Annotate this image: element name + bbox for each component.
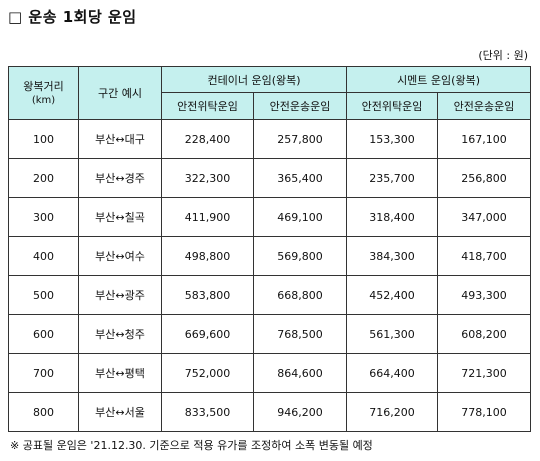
cell-container-transport: 668,800 xyxy=(252,275,348,315)
header-container-consign: 안전위탁운임 xyxy=(161,92,254,120)
header-container-transport: 안전운송운임 xyxy=(252,92,348,120)
cell-cement-transport: 493,300 xyxy=(437,275,532,315)
header-distance-unit: (km) xyxy=(31,94,56,106)
cell-distance: 400 xyxy=(8,236,79,276)
cell-cement-consign: 716,200 xyxy=(346,392,439,432)
cell-route: 부산↔칠곡 xyxy=(78,197,162,237)
table-row: 100 부산↔대구 228,400 257,800 153,300 167,100 xyxy=(8,119,532,159)
header-cement-transport: 안전운송운임 xyxy=(437,92,532,120)
cell-cement-transport: 721,300 xyxy=(437,353,532,393)
header-route: 구간 예시 xyxy=(78,66,162,120)
page-title: □ 운송 1회당 운임 xyxy=(8,8,137,26)
freight-rate-table: 왕복거리 (km) 구간 예시 컨테이너 운임(왕복) 시멘트 운임(왕복) 안… xyxy=(8,66,532,432)
cell-distance: 600 xyxy=(8,314,79,354)
cell-route: 부산↔광주 xyxy=(78,275,162,315)
cell-cement-transport: 418,700 xyxy=(437,236,532,276)
table-row: 200 부산↔경주 322,300 365,400 235,700 256,800 xyxy=(8,158,532,198)
header-distance: 왕복거리 (km) xyxy=(8,66,79,120)
cell-container-consign: 498,800 xyxy=(161,236,254,276)
cell-container-transport: 864,600 xyxy=(252,353,348,393)
cell-route: 부산↔청주 xyxy=(78,314,162,354)
header-cement-consign: 안전위탁운임 xyxy=(346,92,439,120)
cell-cement-consign: 561,300 xyxy=(346,314,439,354)
cell-cement-transport: 256,800 xyxy=(437,158,532,198)
unit-note: (단위 : 원) xyxy=(478,49,528,62)
cell-distance: 100 xyxy=(8,119,79,159)
cell-cement-consign: 153,300 xyxy=(346,119,439,159)
cell-container-consign: 752,000 xyxy=(161,353,254,393)
table-row: 700 부산↔평택 752,000 864,600 664,400 721,300 xyxy=(8,353,532,393)
cell-route: 부산↔대구 xyxy=(78,119,162,159)
cell-cement-consign: 235,700 xyxy=(346,158,439,198)
cell-route: 부산↔여수 xyxy=(78,236,162,276)
cell-route: 부산↔서울 xyxy=(78,392,162,432)
cell-cement-consign: 318,400 xyxy=(346,197,439,237)
cell-distance: 700 xyxy=(8,353,79,393)
cell-distance: 500 xyxy=(8,275,79,315)
table-row: 400 부산↔여수 498,800 569,800 384,300 418,700 xyxy=(8,236,532,276)
header-group-cement: 시멘트 운임(왕복) xyxy=(346,66,532,93)
cell-cement-transport: 778,100 xyxy=(437,392,532,432)
cell-cement-transport: 167,100 xyxy=(437,119,532,159)
cell-container-consign: 669,600 xyxy=(161,314,254,354)
cell-route: 부산↔경주 xyxy=(78,158,162,198)
cell-cement-transport: 347,000 xyxy=(437,197,532,237)
cell-container-consign: 833,500 xyxy=(161,392,254,432)
cell-container-transport: 768,500 xyxy=(252,314,348,354)
cell-distance: 800 xyxy=(8,392,79,432)
footnote: ※ 공표될 운임은 '21.12.30. 기준으로 적용 유가를 조정하여 소폭… xyxy=(10,439,373,452)
cell-distance: 300 xyxy=(8,197,79,237)
cell-container-transport: 257,800 xyxy=(252,119,348,159)
cell-cement-consign: 384,300 xyxy=(346,236,439,276)
cell-container-consign: 583,800 xyxy=(161,275,254,315)
cell-container-transport: 946,200 xyxy=(252,392,348,432)
cell-container-transport: 469,100 xyxy=(252,197,348,237)
cell-container-transport: 569,800 xyxy=(252,236,348,276)
cell-cement-transport: 608,200 xyxy=(437,314,532,354)
header-group-container: 컨테이너 운임(왕복) xyxy=(160,66,348,93)
header-distance-label: 왕복거리 xyxy=(23,79,64,93)
cell-container-consign: 411,900 xyxy=(161,197,254,237)
table-row: 300 부산↔칠곡 411,900 469,100 318,400 347,000 xyxy=(8,197,532,237)
cell-route: 부산↔평택 xyxy=(78,353,162,393)
cell-distance: 200 xyxy=(8,158,79,198)
table-row: 500 부산↔광주 583,800 668,800 452,400 493,300 xyxy=(8,275,532,315)
cell-container-consign: 228,400 xyxy=(161,119,254,159)
cell-container-transport: 365,400 xyxy=(252,158,348,198)
cell-cement-consign: 452,400 xyxy=(346,275,439,315)
table-row: 600 부산↔청주 669,600 768,500 561,300 608,200 xyxy=(8,314,532,354)
table-row: 800 부산↔서울 833,500 946,200 716,200 778,100 xyxy=(8,392,532,432)
cell-container-consign: 322,300 xyxy=(161,158,254,198)
cell-cement-consign: 664,400 xyxy=(346,353,439,393)
